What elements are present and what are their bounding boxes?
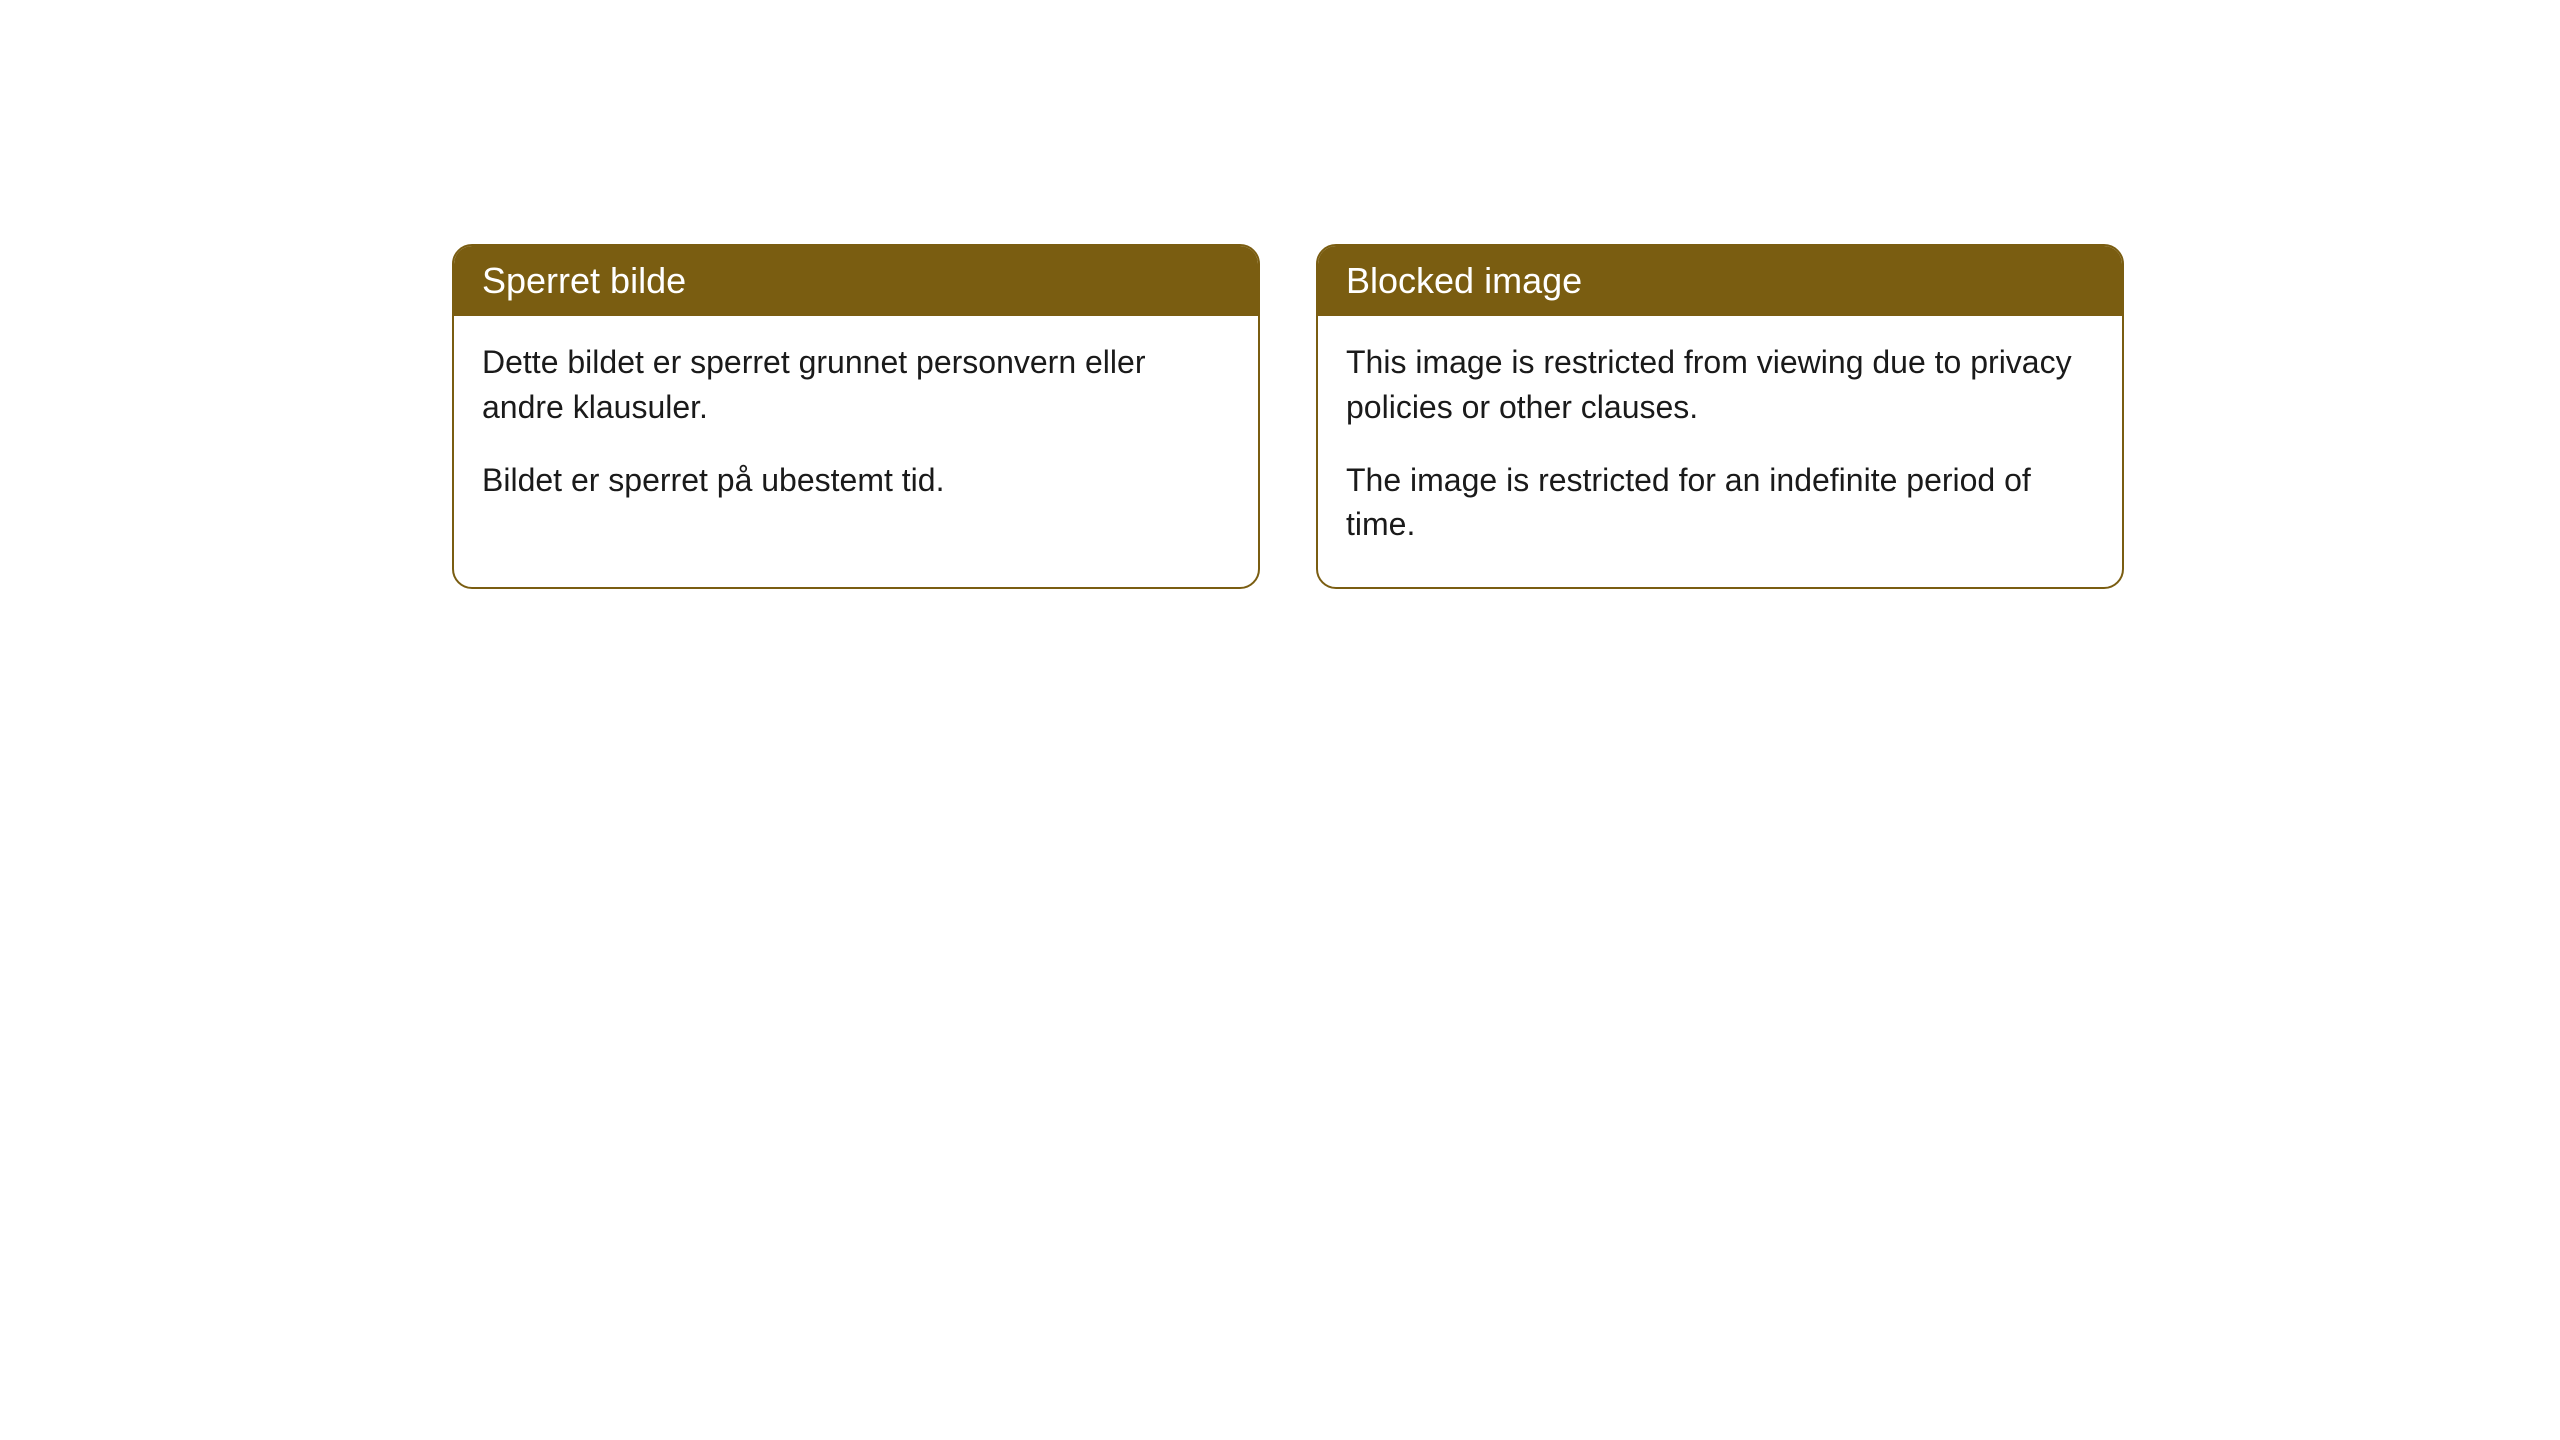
card-header: Blocked image (1318, 246, 2122, 316)
card-paragraph: Dette bildet er sperret grunnet personve… (482, 340, 1230, 430)
card-body: Dette bildet er sperret grunnet personve… (454, 316, 1258, 542)
card-header: Sperret bilde (454, 246, 1258, 316)
cards-container: Sperret bilde Dette bildet er sperret gr… (452, 244, 2124, 589)
card-paragraph: The image is restricted for an indefinit… (1346, 458, 2094, 548)
card-paragraph: Bildet er sperret på ubestemt tid. (482, 458, 1230, 503)
blocked-image-card-norwegian: Sperret bilde Dette bildet er sperret gr… (452, 244, 1260, 589)
blocked-image-card-english: Blocked image This image is restricted f… (1316, 244, 2124, 589)
card-title: Sperret bilde (482, 260, 686, 301)
card-paragraph: This image is restricted from viewing du… (1346, 340, 2094, 430)
card-body: This image is restricted from viewing du… (1318, 316, 2122, 587)
card-title: Blocked image (1346, 260, 1582, 301)
